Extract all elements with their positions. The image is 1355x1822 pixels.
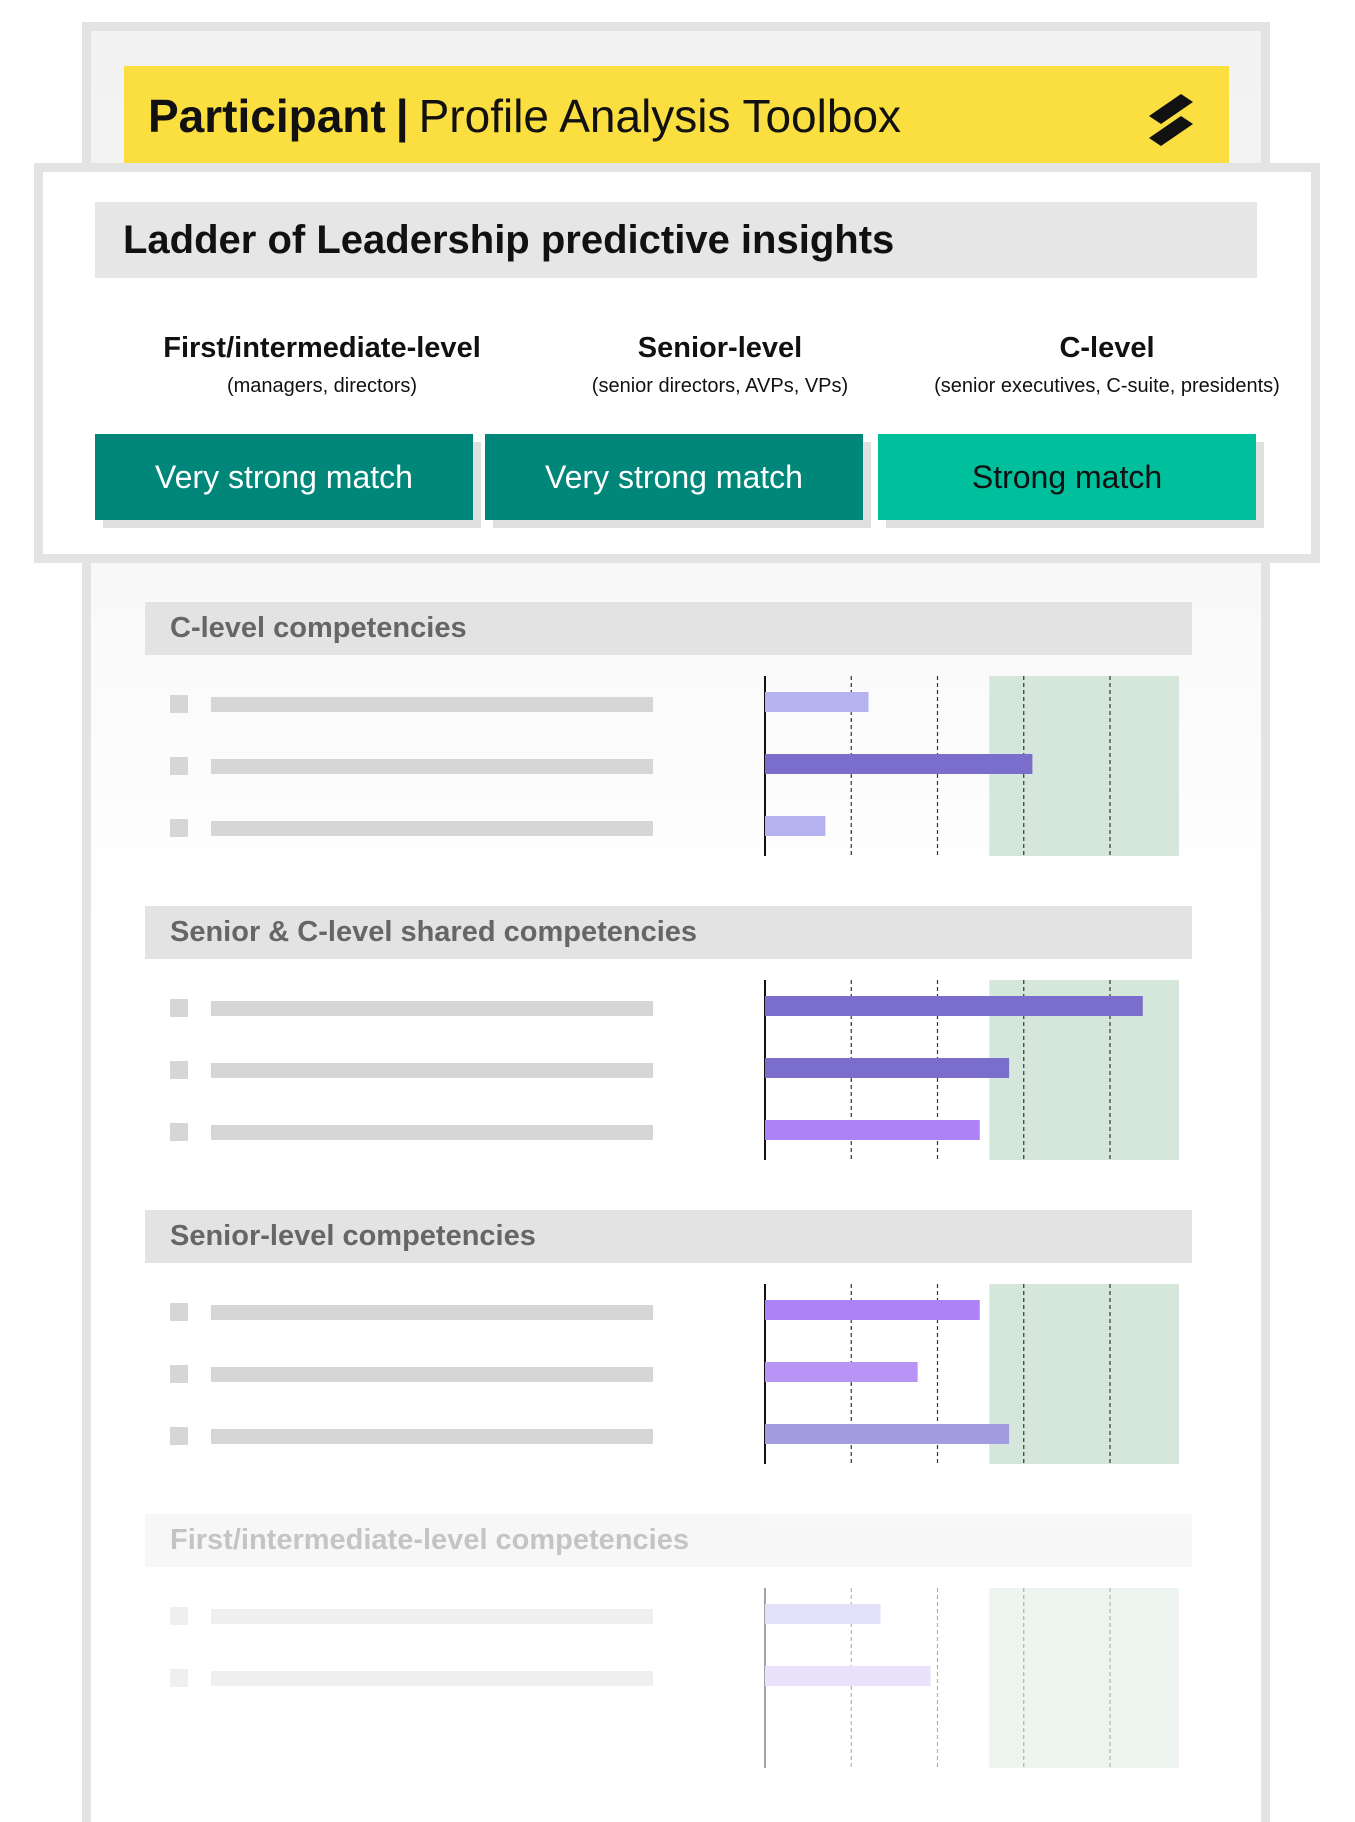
competency-row xyxy=(145,998,1192,1018)
double-slash-logo-icon xyxy=(1149,94,1193,146)
target-zone xyxy=(989,1588,1179,1768)
section-title: First/intermediate-level competencies xyxy=(145,1514,1192,1567)
row-checkbox[interactable] xyxy=(170,1303,188,1321)
competency-bar xyxy=(765,1666,931,1686)
row-checkbox[interactable] xyxy=(170,1669,188,1687)
level-senior: Senior-level (senior directors, AVPs, VP… xyxy=(530,328,910,400)
row-checkbox[interactable] xyxy=(170,999,188,1017)
competency-bar-chart xyxy=(764,980,1179,1160)
competency-bar xyxy=(765,1300,980,1320)
row-label-placeholder xyxy=(211,1125,653,1140)
row-checkbox[interactable] xyxy=(170,1607,188,1625)
competency-bar xyxy=(765,1362,918,1382)
match-badge-senior: Very strong match xyxy=(485,434,863,520)
competency-bar xyxy=(765,1058,1010,1078)
row-checkbox[interactable] xyxy=(170,1365,188,1383)
row-label-placeholder xyxy=(211,1609,653,1624)
competency-row xyxy=(145,694,1192,714)
level-first-intermediate: First/intermediate-level (managers, dire… xyxy=(132,328,512,400)
insights-title: Ladder of Leadership predictive insights xyxy=(95,202,1257,278)
row-label-placeholder xyxy=(211,821,653,836)
row-label-placeholder xyxy=(211,1671,653,1686)
section-c-level: C-level competencies xyxy=(145,602,1192,872)
row-label-placeholder xyxy=(211,1001,653,1016)
row-checkbox[interactable] xyxy=(170,1061,188,1079)
toolbox-title: Profile Analysis Toolbox xyxy=(418,90,902,142)
title-separator: | xyxy=(395,90,409,142)
row-label-placeholder xyxy=(211,1305,653,1320)
competency-bar-chart xyxy=(764,676,1179,856)
competency-row xyxy=(145,1606,1192,1626)
match-badge-first-intermediate: Very strong match xyxy=(95,434,473,520)
competency-bar xyxy=(765,692,869,712)
row-checkbox[interactable] xyxy=(170,819,188,837)
competency-row xyxy=(145,1122,1192,1142)
section-first-intermediate: First/intermediate-level competencies xyxy=(145,1514,1192,1784)
row-checkbox[interactable] xyxy=(170,695,188,713)
competency-bar-chart xyxy=(764,1588,1179,1768)
row-label-placeholder xyxy=(211,1063,653,1078)
section-title: Senior-level competencies xyxy=(145,1210,1192,1263)
section-senior-level: Senior-level competencies xyxy=(145,1210,1192,1480)
participant-label: Participant xyxy=(148,90,386,142)
competency-bar xyxy=(765,996,1143,1016)
section-senior-c-shared: Senior & C-level shared competencies xyxy=(145,906,1192,1176)
row-checkbox[interactable] xyxy=(170,1123,188,1141)
competency-bar-chart xyxy=(764,1284,1179,1464)
competency-bar xyxy=(765,1120,980,1140)
competency-bar xyxy=(765,1424,1010,1444)
competency-row xyxy=(145,1364,1192,1384)
level-name: Senior-level xyxy=(637,332,803,364)
competency-row xyxy=(145,1426,1192,1446)
competency-bar xyxy=(765,1604,881,1624)
competency-row xyxy=(145,1302,1192,1322)
section-title: Senior & C-level shared competencies xyxy=(145,906,1192,959)
level-name: First/intermediate-level xyxy=(163,332,481,364)
report-header: Participant | Profile Analysis Toolbox xyxy=(124,66,1229,166)
target-zone xyxy=(989,1284,1179,1464)
row-label-placeholder xyxy=(211,697,653,712)
row-checkbox[interactable] xyxy=(170,757,188,775)
level-name: C-level xyxy=(1059,332,1155,364)
competency-row xyxy=(145,756,1192,776)
row-label-placeholder xyxy=(211,1367,653,1382)
row-label-placeholder xyxy=(211,1429,653,1444)
competency-row xyxy=(145,1668,1192,1688)
competency-row xyxy=(145,818,1192,838)
row-label-placeholder xyxy=(211,759,653,774)
row-checkbox[interactable] xyxy=(170,1427,188,1445)
match-badge-c-level: Strong match xyxy=(878,434,1256,520)
level-description: (managers, directors) xyxy=(226,375,418,397)
insights-card: Ladder of Leadership predictive insights… xyxy=(34,163,1320,563)
level-description: (senior directors, AVPs, VPs) xyxy=(591,375,849,397)
competency-row xyxy=(145,1060,1192,1080)
level-description: (senior executives, C-suite, presidents) xyxy=(934,375,1280,397)
competency-bar xyxy=(765,816,826,836)
level-c: C-level (senior executives, C-suite, pre… xyxy=(917,328,1297,400)
competency-bar xyxy=(765,754,1033,774)
section-title: C-level competencies xyxy=(145,602,1192,655)
